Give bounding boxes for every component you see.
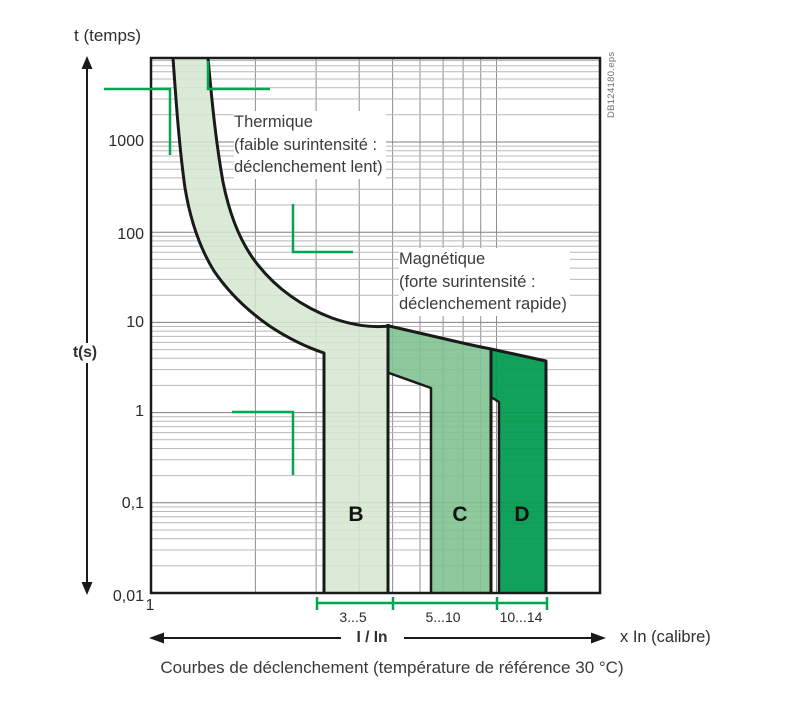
y-tick-1: 1 <box>135 403 144 420</box>
y-tick-10: 10 <box>126 314 144 331</box>
magnetic-annotation: Magnétique (forte surintensité : déclenc… <box>399 248 570 316</box>
magnetic-annotation-line2: (forte surintensité : <box>399 272 536 291</box>
c-lower-drop <box>388 371 433 593</box>
y-tick-100: 100 <box>117 226 144 243</box>
arrowhead-down <box>81 582 93 595</box>
figure-caption: Courbes de déclenchement (température de… <box>160 658 624 677</box>
x-axis-unit: x In (calibre) <box>620 628 711 646</box>
plot-border <box>149 56 602 595</box>
magnetic-annotation-line3: déclenchement rapide) <box>399 295 567 313</box>
band-c-area <box>389 326 491 593</box>
magnetic-annotation-line1: Magnétique <box>399 250 486 268</box>
watermark-filename: DB124180.eps <box>606 51 617 118</box>
tolerance-mark-lower <box>232 410 295 475</box>
curve-b-letter: B <box>348 503 364 526</box>
x-tick-1: 1 <box>145 597 155 614</box>
y-axis-unit: t(s) <box>64 343 106 363</box>
characteristic-curves <box>171 57 548 593</box>
arrowhead-right <box>591 632 606 644</box>
y-axis-arrow <box>81 56 93 595</box>
tolerance-mark-middle <box>291 204 353 254</box>
range-d-label: 10...14 <box>499 609 543 625</box>
range-bracket <box>315 597 549 610</box>
y-tick-1000: 1000 <box>108 133 144 150</box>
x-axis-label: I / In <box>356 629 388 646</box>
band-b-area <box>173 58 388 593</box>
y-tick-0-1: 0,1 <box>121 495 144 512</box>
upper-tolerance-curve <box>206 57 548 593</box>
thermal-annotation-line2: (faible surintensité : <box>234 135 378 154</box>
curve-c-letter: C <box>452 503 468 526</box>
range-b-label: 3...5 <box>339 609 367 625</box>
tolerance-mark-top-right <box>206 61 270 91</box>
thermal-annotation-line1: Thermique <box>234 113 313 131</box>
arrowhead-left <box>149 632 164 644</box>
range-c-label: 5...10 <box>425 609 461 625</box>
x-axis-arrow <box>149 632 606 644</box>
lower-tolerance-curve <box>171 57 326 593</box>
band-d-area <box>492 349 546 593</box>
d-lower-drop <box>490 395 501 593</box>
curve-d-letter: D <box>514 503 530 526</box>
tolerance-marks <box>104 61 353 475</box>
y-axis-title: t (temps) <box>74 26 142 45</box>
y-tick-0-01: 0,01 <box>112 588 144 605</box>
tolerance-mark-top-left <box>104 87 172 155</box>
arrowhead-up <box>81 56 93 69</box>
thermal-annotation-line3: déclenchement lent) <box>234 158 383 176</box>
thermal-annotation: Thermique (faible surintensité : déclenc… <box>234 111 386 179</box>
